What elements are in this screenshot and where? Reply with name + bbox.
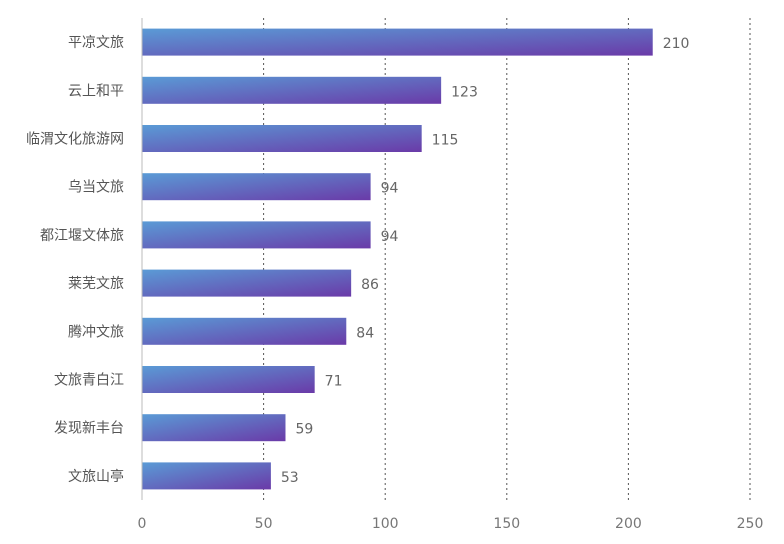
- category-label: 云上和平: [68, 83, 124, 99]
- bar: [142, 317, 347, 345]
- category-label: 乌当文旅: [68, 180, 124, 196]
- x-tick-label: 50: [255, 516, 273, 532]
- bar: [142, 462, 271, 490]
- bar: [142, 173, 371, 201]
- value-label: 115: [432, 133, 459, 149]
- value-label: 71: [325, 374, 343, 390]
- category-label: 平凉文旅: [68, 35, 124, 51]
- value-label: 94: [381, 181, 399, 197]
- x-tick-label: 100: [372, 516, 399, 532]
- category-label: 文旅山亭: [68, 468, 124, 485]
- value-label: 123: [451, 84, 478, 100]
- category-label: 发现新丰台: [54, 421, 124, 437]
- value-label: 86: [361, 277, 379, 293]
- labels: 0 50 100 150 200 250 平凉文旅 210 云上和平 123 临渭文化旅游网 115 乌…: [26, 35, 763, 532]
- category-label: 都江堰文体旅: [40, 228, 124, 244]
- value-label: 94: [381, 229, 399, 245]
- bar: [142, 414, 286, 442]
- value-label: 59: [295, 422, 313, 438]
- x-tick-label: 150: [493, 516, 520, 532]
- value-label: 84: [356, 325, 374, 341]
- bar: [142, 28, 653, 56]
- value-label: 210: [663, 36, 690, 52]
- category-label: 腾冲文旅: [68, 323, 124, 340]
- x-tick-label: 0: [138, 516, 147, 532]
- bar: [142, 221, 371, 249]
- category-label: 临渭文化旅游网: [26, 132, 124, 148]
- category-label: 文旅青白江: [54, 373, 124, 389]
- bar: [142, 366, 315, 393]
- value-label: 53: [281, 470, 299, 486]
- bar: [142, 76, 442, 104]
- x-tick-label: 250: [737, 516, 764, 532]
- x-tick-label: 200: [615, 516, 642, 532]
- category-label: 莱芜文旅: [68, 275, 124, 292]
- bar: [142, 269, 352, 297]
- bar: [142, 125, 422, 152]
- bars: [142, 28, 653, 490]
